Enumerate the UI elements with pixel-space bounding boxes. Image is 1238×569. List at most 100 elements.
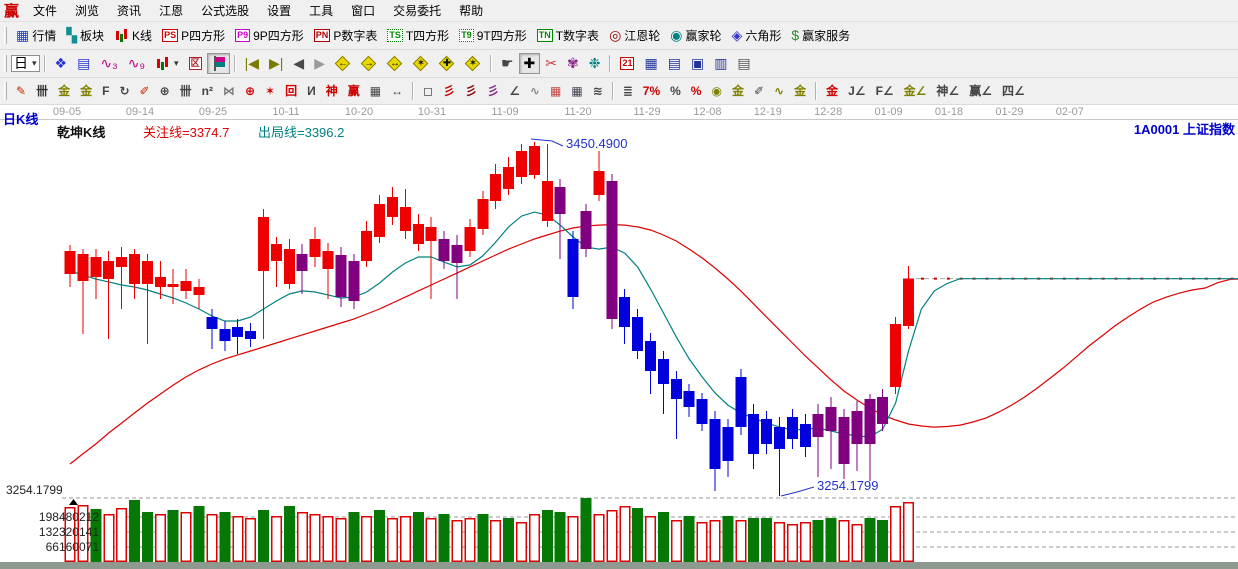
upload-button[interactable]: ▥ — [709, 53, 732, 74]
zigzag-line-button[interactable]: ∿ — [525, 81, 545, 101]
menu-帮助[interactable]: 帮助 — [459, 4, 484, 18]
p-square-button[interactable]: PS P四方形 — [157, 24, 230, 47]
f-angle-button[interactable]: F∠ — [871, 81, 899, 101]
menu-窗口[interactable]: 窗口 — [351, 4, 376, 18]
pen-tool-button[interactable]: ✎ — [11, 81, 31, 101]
gann-expand-button[interactable]: ✶ — [460, 53, 486, 75]
gann-fan-box-button[interactable]: 彡 — [460, 81, 482, 101]
percent-line-button[interactable]: % — [686, 81, 707, 101]
period-day-button[interactable]: 日 ▾ — [11, 55, 40, 72]
price-grid-button[interactable]: ▦ — [545, 81, 566, 101]
next-bar-button[interactable]: ▶ — [309, 53, 330, 74]
last-bar-button[interactable]: ▶| — [264, 53, 288, 74]
9p-square-button[interactable]: P9 9P四方形 — [230, 24, 309, 47]
shen-scale-button[interactable]: 神 — [321, 81, 343, 101]
quotes-button[interactable]: ▦ 行情 — [11, 24, 61, 47]
hexagon-button[interactable]: ◈ 六角形 — [727, 24, 787, 47]
price-ruler-button[interactable]: ≣ — [618, 81, 638, 101]
gold-scale2-button[interactable]: 金 — [75, 81, 97, 101]
f-scale-button[interactable]: F — [97, 81, 114, 101]
menu-交易委托[interactable]: 交易委托 — [393, 4, 442, 18]
wave-9-button[interactable]: ∿₉ — [123, 53, 150, 74]
gold-angle-button[interactable]: 金∠ — [899, 81, 932, 101]
menu-文件[interactable]: 文件 — [33, 4, 58, 18]
p-number-table-button[interactable]: PN P数字表 — [309, 24, 383, 47]
trend-angle-button[interactable]: ∠ — [504, 81, 525, 101]
n2-scale-button[interactable]: n² — [197, 81, 218, 101]
flag-button[interactable] — [206, 53, 230, 74]
prev-bar-button[interactable]: ◀ — [288, 53, 309, 74]
gann-left-button[interactable]: ← — [330, 53, 356, 75]
first-bar-button[interactable]: |◀ — [240, 53, 264, 74]
print-button[interactable]: ▤ — [732, 53, 755, 74]
gann-expand-icon: ✶ — [465, 55, 481, 72]
gann-fan-square-button[interactable]: 彡 — [482, 81, 504, 101]
spiral-scale-button[interactable]: ↻ — [114, 81, 134, 101]
red-brush-button[interactable]: ✐ — [135, 81, 155, 101]
t-number-table-button[interactable]: TN T数字表 — [532, 24, 604, 47]
winner-service-button[interactable]: $ 赢家服务 — [786, 24, 855, 47]
candle-style-button[interactable]: ▾ — [150, 53, 184, 74]
report-button[interactable]: ▤ — [663, 53, 686, 74]
gold-red-line-button[interactable]: 金 — [821, 81, 843, 101]
gann-hrange-button[interactable]: ↔ — [382, 53, 408, 75]
menu-设置[interactable]: 设置 — [267, 4, 292, 18]
double-top-gold-button[interactable]: ∿ — [769, 81, 789, 101]
chart-canvas[interactable] — [0, 105, 1238, 569]
menu-工具[interactable]: 工具 — [309, 4, 334, 18]
t-square-button[interactable]: TS T四方形 — [382, 24, 454, 47]
wave-mark-button[interactable]: И — [302, 81, 321, 101]
amplitude-percent-button[interactable]: 7% — [638, 81, 665, 101]
gann-scale-button[interactable]: 卌 — [31, 81, 53, 101]
menu-公式选股[interactable]: 公式选股 — [201, 4, 250, 18]
circle-scale-button[interactable]: ⊕ — [155, 81, 175, 101]
calculator-button[interactable]: ▦ — [639, 53, 662, 74]
menu-江恩[interactable]: 江恩 — [159, 4, 184, 18]
gann-right-button[interactable]: → — [356, 53, 382, 75]
gann-cross-button[interactable]: ✚ — [434, 53, 460, 75]
zone-button[interactable]: 区 — [184, 54, 207, 73]
price-grid2-button[interactable]: ▦ — [566, 81, 587, 101]
star-grid-button[interactable]: ✶ — [260, 81, 280, 101]
gold-circle-button[interactable]: ◉ — [706, 81, 726, 101]
gann-converge-button[interactable]: ✶ — [408, 53, 434, 75]
mirror-angle-button[interactable]: ⋈ — [218, 81, 240, 101]
grid-123-button[interactable]: ▦ — [365, 81, 386, 101]
tick-scale-button[interactable]: 卌 — [175, 81, 197, 101]
menu-资讯[interactable]: 资讯 — [117, 4, 142, 18]
sectors-button[interactable]: ▚ 板块 — [61, 24, 109, 47]
calendar-button[interactable]: 21 — [615, 54, 639, 73]
j-angle-button[interactable]: J∠ — [843, 81, 870, 101]
dropdown-arrow-icon[interactable]: ▾ — [174, 58, 179, 68]
percent-tool-button[interactable]: % — [665, 81, 686, 101]
market-map-button[interactable]: ❖ — [50, 53, 73, 74]
width-measure-button[interactable]: ↔ — [386, 81, 408, 101]
parallel-lines-button[interactable]: ≋ — [588, 81, 608, 101]
cut-button[interactable]: ✂ — [540, 53, 562, 74]
shen-angle-button[interactable]: 神∠ — [931, 81, 964, 101]
9t-square-button[interactable]: T9 9T四方形 — [454, 24, 532, 47]
gold-line-button[interactable]: 金 — [727, 81, 749, 101]
win-angle-button[interactable]: 赢∠ — [964, 81, 997, 101]
menu-浏览[interactable]: 浏览 — [75, 4, 100, 18]
crosshair-button[interactable]: ✚ — [518, 53, 541, 74]
info-list-button[interactable]: ▤ — [72, 53, 95, 74]
mark-button[interactable]: ✾ — [562, 53, 584, 74]
box-measure-button[interactable]: ◻ — [418, 81, 438, 101]
pan-hand-button[interactable]: ☛ — [496, 53, 519, 74]
target-circle-button[interactable]: ⊕ — [240, 81, 260, 101]
save-button[interactable]: ▣ — [686, 53, 709, 74]
kline-button[interactable]: K线 — [109, 24, 157, 47]
wave-3-button[interactable]: ∿₃ — [95, 53, 122, 74]
smart-button[interactable]: ❉ — [584, 53, 606, 74]
winner-wheel-button[interactable]: ◉ 赢家轮 — [665, 24, 726, 47]
gann-fan-button[interactable]: 彡 — [438, 81, 460, 101]
gold-scale-button[interactable]: 金 — [53, 81, 75, 101]
measure-brush-button[interactable]: ✐ — [749, 81, 769, 101]
square-spiral-button[interactable]: 回 — [280, 81, 302, 101]
gold-top-line-button[interactable]: 金 — [789, 81, 811, 101]
win-scale-button[interactable]: 赢 — [343, 81, 365, 101]
four-angle-button[interactable]: 四∠ — [997, 81, 1030, 101]
gann-wheel-button[interactable]: ◎ 江恩轮 — [604, 24, 665, 47]
dropdown-arrow-icon[interactable]: ▾ — [32, 58, 37, 68]
